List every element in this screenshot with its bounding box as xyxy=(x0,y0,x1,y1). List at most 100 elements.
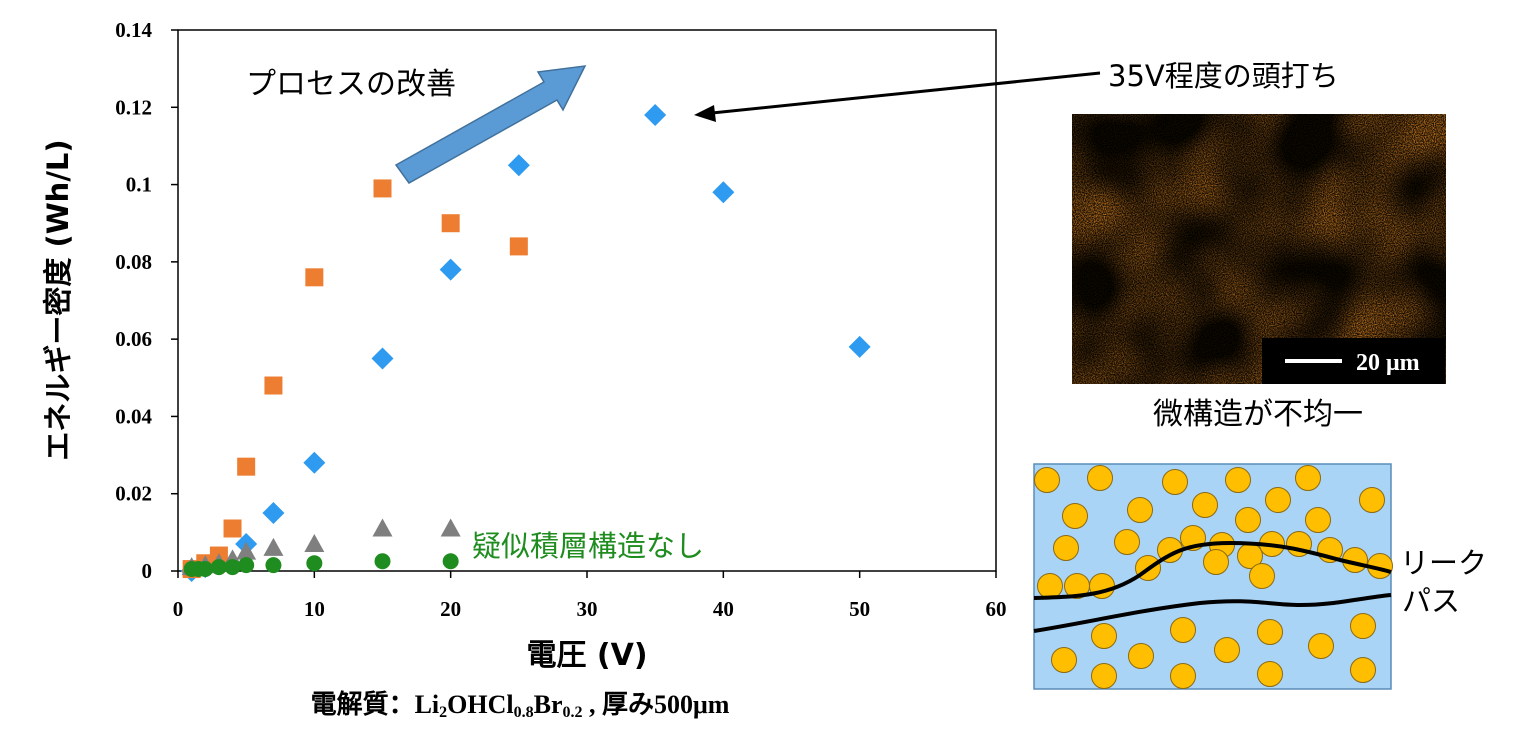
plot-area xyxy=(177,29,997,572)
caption-suffix: , 厚み500μm xyxy=(582,690,730,719)
data-point-square xyxy=(264,376,283,395)
saturation-label: 35V程度の頭打ち xyxy=(1108,59,1339,93)
data-point-triangle xyxy=(304,533,325,552)
particle xyxy=(1359,487,1385,513)
data-point-square xyxy=(223,519,242,538)
data-point-triangle xyxy=(263,537,284,556)
caption-li: Li xyxy=(414,690,440,719)
particle xyxy=(1087,465,1113,491)
saturation-arrow-head xyxy=(694,105,716,122)
particle xyxy=(1037,573,1063,599)
data-point-triangle xyxy=(440,518,461,537)
particle xyxy=(1305,507,1331,533)
data-point-circle xyxy=(210,559,227,576)
particle xyxy=(1114,529,1140,555)
data-point-circle xyxy=(197,561,214,577)
caption-sub-li: 2 xyxy=(439,704,448,721)
particle xyxy=(1034,467,1060,493)
particle xyxy=(1170,617,1196,643)
no-structure-label: 疑似積層構造なし xyxy=(472,529,704,563)
electrolyte-caption: 電解質：Li2OHCl0.8Br0.2 , 厚み500μm xyxy=(0,684,1040,722)
x-tick-label: 10 xyxy=(304,597,325,621)
x-tick-label: 60 xyxy=(986,597,1007,621)
particle xyxy=(1192,492,1218,518)
particle xyxy=(1225,467,1251,493)
nonuniform-label: 微構造が不均一 xyxy=(1153,397,1363,432)
data-point-square xyxy=(237,457,256,476)
particle xyxy=(1214,637,1240,663)
caption-br: Br xyxy=(533,690,563,719)
particle xyxy=(1249,563,1275,589)
caption-prefix: 電解質： xyxy=(310,690,415,719)
scale-bar-label: 20 μm xyxy=(1356,350,1420,376)
data-point-diamond xyxy=(371,347,394,370)
data-point-diamond xyxy=(507,154,530,177)
particle xyxy=(1308,633,1334,659)
y-tick-label: 0.04 xyxy=(115,404,152,428)
y-tick-label: 0.14 xyxy=(115,18,152,42)
x-tick-label: 20 xyxy=(440,597,461,621)
particle xyxy=(1295,465,1321,491)
data-point-square xyxy=(509,237,528,256)
micrograph: 20 μm xyxy=(1072,114,1446,384)
particle xyxy=(1257,661,1283,687)
x-axis-label: 電圧 (V) xyxy=(526,638,647,673)
data-point-circle xyxy=(442,553,459,570)
process-improvement-label: プロセスの改善 xyxy=(246,67,456,102)
leak-path-label-2: パス xyxy=(1402,584,1460,618)
x-tick-label: 30 xyxy=(577,597,598,621)
x-tick-label: 40 xyxy=(713,597,734,621)
particle xyxy=(1051,647,1077,673)
particle xyxy=(1091,623,1117,649)
particle xyxy=(1053,535,1079,561)
data-point-square xyxy=(305,268,324,287)
data-point-diamond xyxy=(262,502,285,525)
data-point-circle xyxy=(238,557,255,574)
y-axis-label: エネルギー密度 (Wh/L) xyxy=(41,139,75,460)
y-tick-label: 0.08 xyxy=(115,250,152,274)
data-point-square xyxy=(373,179,392,198)
data-marks xyxy=(180,104,871,582)
data-point-diamond xyxy=(848,335,871,358)
leak-path-upper xyxy=(1033,540,1392,600)
particle xyxy=(1265,487,1291,513)
data-point-triangle xyxy=(372,518,393,537)
x-tick-label: 50 xyxy=(849,597,870,621)
particle xyxy=(1235,507,1261,533)
caption-sub-cl: 0.8 xyxy=(513,704,534,721)
data-point-circle xyxy=(374,553,391,570)
data-point-diamond xyxy=(712,181,735,204)
leak-path-schematic xyxy=(1033,463,1393,690)
particle xyxy=(1091,663,1117,689)
data-point-circle xyxy=(265,557,282,574)
y-tick-label: 0.1 xyxy=(126,173,152,197)
data-point-diamond xyxy=(644,104,667,127)
data-point-diamond xyxy=(303,451,326,474)
y-tick-label: 0 xyxy=(142,559,153,583)
leak-path-label-1: リーク xyxy=(1400,546,1487,580)
saturation-arrow-line xyxy=(711,71,1101,115)
y-axis-ticks: 0 0.02 0.04 0.06 0.08 0.1 0.12 0.14 xyxy=(115,18,178,583)
particle xyxy=(1170,663,1196,689)
leak-path-lower xyxy=(1033,593,1392,633)
x-axis-ticks: 0 10 20 30 40 50 60 xyxy=(173,571,1007,621)
y-tick-label: 0.02 xyxy=(115,482,152,506)
particle xyxy=(1128,643,1154,669)
caption-sub-br: 0.2 xyxy=(562,704,583,721)
particle xyxy=(1062,503,1088,529)
x-tick-label: 0 xyxy=(173,597,184,621)
process-improvement-arrow xyxy=(394,65,587,184)
particle xyxy=(1127,497,1153,523)
particle xyxy=(1257,619,1283,645)
y-tick-label: 0.12 xyxy=(115,95,152,119)
data-point-diamond xyxy=(439,258,462,281)
particles xyxy=(1034,465,1393,689)
data-point-circle xyxy=(306,555,323,572)
particle xyxy=(1203,549,1229,575)
particle xyxy=(1162,469,1188,495)
data-point-triangle xyxy=(236,541,257,560)
caption-ohcl: OHCl xyxy=(447,690,514,719)
data-point-square xyxy=(441,214,460,233)
y-tick-label: 0.06 xyxy=(115,327,152,351)
